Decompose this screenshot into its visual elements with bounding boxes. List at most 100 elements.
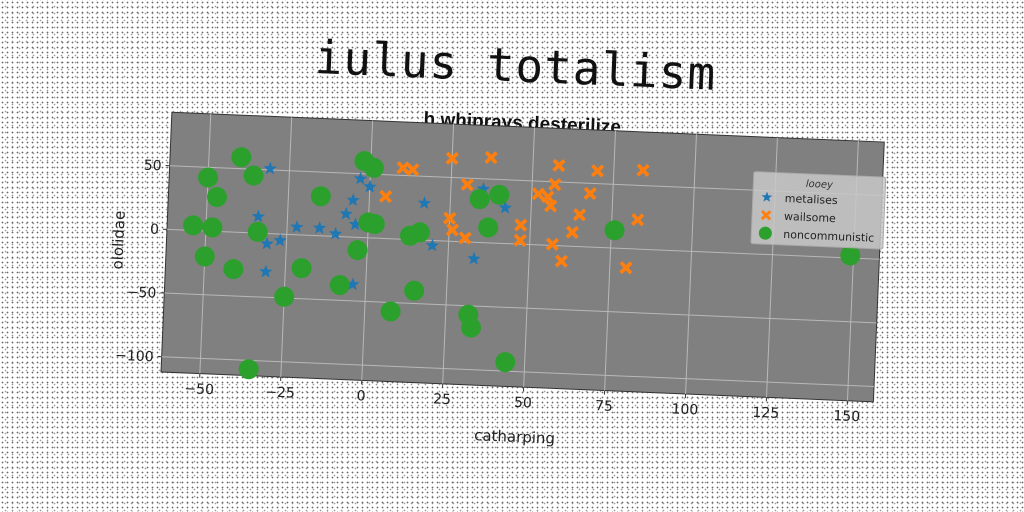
metalises-point [328,226,343,240]
grid-line-x [280,117,293,378]
noncommunistic-point [495,352,516,373]
metalises-point [259,264,273,278]
noncommunistic-point [274,286,295,307]
wailsome-point [590,164,605,178]
legend-marker-noncommunistic [758,226,772,240]
tick-labels: −50 −25 0 25 50 75 100 125 150 −100 −50 0 50 [115,158,861,426]
legend-label-noncommunistic: noncommunistic [783,228,874,245]
noncommunistic-point [291,258,312,279]
wailsome-point [636,163,650,177]
wailsome-point [541,190,555,204]
legend: looey metalises wailsome noncommunistic [750,171,887,250]
grid-line-x [604,130,616,391]
y-tick-label: −50 [126,284,156,301]
wailsome-point [619,261,633,275]
noncommunistic-point [231,147,252,168]
noncommunistic-point [238,359,259,380]
series-noncommunistic [183,147,861,380]
wailsome-point [445,151,459,166]
wailsome-point [554,254,569,268]
metalises-point [417,196,432,210]
x-tick-label: −50 [184,381,214,398]
noncommunistic-point [604,220,625,241]
noncommunistic-point [223,259,244,280]
wailsome-point [514,218,528,232]
noncommunistic-point [198,167,219,188]
noncommunistic-point [489,184,510,205]
noncommunistic-point [404,280,425,301]
legend-marker-wailsome [760,209,772,221]
grid-line-x [442,123,455,384]
legend-box [750,171,887,250]
metalises-point [339,206,353,220]
wailsome-point [552,158,566,173]
wailsome-point [544,199,558,213]
noncommunistic-point [478,217,499,238]
wailsome-point [513,233,527,247]
wailsome-point [484,150,498,165]
y-axis-label: ololidae [108,210,128,270]
x-tick-label: 100 [671,401,698,418]
noncommunistic-point [206,187,227,208]
noncommunistic-point [461,317,482,338]
noncommunistic-point [183,215,204,236]
wailsome-point [443,211,457,225]
x-tick-label: 25 [433,391,451,408]
metalises-point [353,171,368,185]
wailsome-point [406,162,420,177]
noncommunistic-point [247,221,268,242]
grid-line-x [199,113,212,374]
noncommunistic-point [243,165,264,186]
y-tick-label: −100 [115,348,154,366]
noncommunistic-point [380,301,401,322]
metalises-point [290,220,304,234]
metalises-point [348,217,363,231]
legend-marker-metalises [761,191,773,202]
noncommunistic-point [363,157,384,178]
x-axis-label: catharping [474,426,556,447]
grid-line-x [523,127,536,388]
noncommunistic-point [310,186,331,207]
series-metalises [251,161,512,291]
metalises-point [346,193,360,207]
x-tick-label: 0 [356,388,366,404]
wailsome-point [378,189,393,204]
noncommunistic-point [469,189,490,210]
y-tick-label: 0 [150,222,160,238]
grid-line-y [161,356,875,388]
metalises-point [498,200,512,214]
wailsome-point [631,213,645,227]
metalises-point [467,251,481,265]
x-tick-label: 50 [514,395,532,412]
metalises-point [263,161,277,175]
noncommunistic-point [840,245,861,266]
y-tick-label: 50 [143,158,161,175]
wailsome-point [396,161,410,175]
x-tick-label: 75 [595,398,613,415]
wailsome-point [458,231,472,245]
wailsome-point [545,237,560,251]
x-tick-label: 125 [752,405,779,422]
wailsome-point [445,223,460,237]
legend-label-metalises: metalises [785,192,839,207]
plot-area: −50 −25 0 25 50 75 100 125 150 −100 −50 0 50 catharp… [108,111,887,448]
x-tick-label: −25 [265,384,295,401]
data-points [183,147,861,380]
grid-line-x [685,134,697,394]
plot-background [160,111,885,403]
metalises-point [312,221,327,234]
metalises-point [273,233,287,247]
wailsome-point [548,177,562,192]
wailsome-point [460,177,474,192]
noncommunistic-point [329,275,350,296]
noncommunistic-point [202,217,223,238]
series-wailsome [378,150,650,275]
legend-label-wailsome: wailsome [784,210,837,225]
wailsome-point [583,186,597,201]
legend-title: looey [806,179,835,191]
metalises-point [251,209,266,223]
noncommunistic-point [347,240,368,261]
noncommunistic-point [194,246,215,267]
x-tick-label: 150 [833,408,860,425]
